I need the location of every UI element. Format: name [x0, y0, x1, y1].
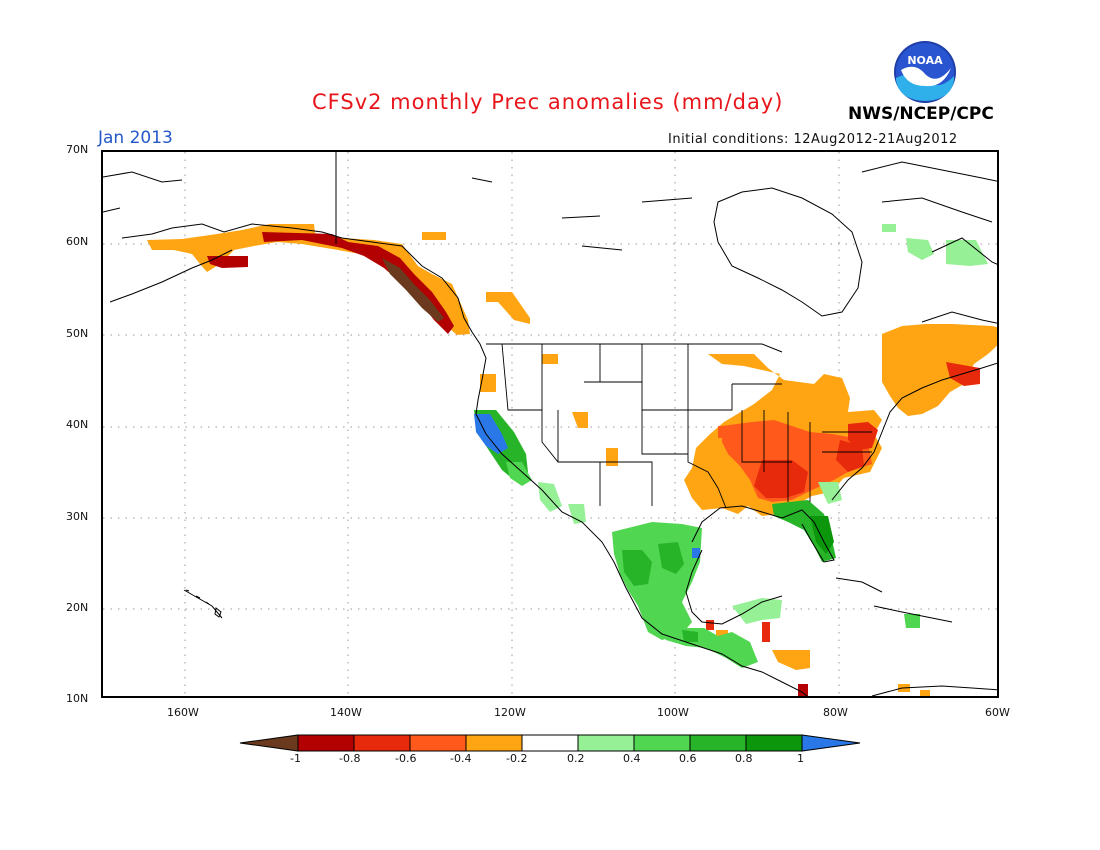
colorbar-label-m08: -0.8 — [339, 752, 361, 765]
forecast-month: Jan 2013 — [98, 128, 173, 148]
lon-label-80w: 80W — [823, 706, 848, 719]
colorbar-label-m04: -0.4 — [450, 752, 472, 765]
colorbar-arrow-right — [801, 734, 861, 752]
lat-label-40n: 40N — [66, 418, 89, 431]
lat-label-10n: 10N — [66, 692, 89, 705]
colorbar-segments — [239, 734, 861, 752]
colorbar-segment — [689, 734, 747, 752]
lon-label-160w: 160W — [167, 706, 199, 719]
colorbar-segment — [297, 734, 355, 752]
hawaii-islands — [185, 589, 222, 618]
agency-label: NWS/NCEP/CPC — [848, 104, 994, 124]
lon-label-100w: 100W — [657, 706, 689, 719]
lon-label-60w: 60W — [985, 706, 1010, 719]
svg-text:NOAA: NOAA — [907, 54, 943, 67]
coastlines — [103, 152, 997, 696]
lat-label-70n: 70N — [66, 143, 89, 156]
state-borders — [501, 343, 872, 509]
colorbar-segment — [633, 734, 691, 752]
wet-anomalies — [474, 224, 988, 668]
colorbar-segment — [521, 734, 579, 752]
colorbar-segment — [577, 734, 635, 752]
colorbar-label-06: 0.6 — [679, 752, 697, 765]
colorbar-label-08: 0.8 — [735, 752, 753, 765]
colorbar-segment — [409, 734, 467, 752]
lat-label-50n: 50N — [66, 327, 89, 340]
colorbar-label-02: 0.2 — [567, 752, 585, 765]
lon-label-140w: 140W — [330, 706, 362, 719]
anomaly-map — [101, 150, 999, 698]
colorbar-segment — [745, 734, 803, 752]
colorbar-label-1: 1 — [797, 752, 804, 765]
lon-label-120w: 120W — [494, 706, 526, 719]
colorbar-arrow-left — [239, 734, 299, 752]
dry-anomalies — [147, 224, 997, 696]
colorbar-segment — [353, 734, 411, 752]
lat-label-30n: 30N — [66, 510, 89, 523]
colorbar-label-m02: -0.2 — [506, 752, 528, 765]
lat-label-60n: 60N — [66, 235, 89, 248]
lat-label-20n: 20N — [66, 601, 89, 614]
colorbar-label-04: 0.4 — [623, 752, 641, 765]
colorbar — [238, 733, 864, 753]
colorbar-segment — [465, 734, 523, 752]
colorbar-label-m1: -1 — [290, 752, 301, 765]
noaa-logo: NOAA — [893, 40, 957, 104]
initial-conditions: Initial conditions: 12Aug2012-21Aug2012 — [668, 132, 958, 147]
colorbar-label-m06: -0.6 — [395, 752, 417, 765]
